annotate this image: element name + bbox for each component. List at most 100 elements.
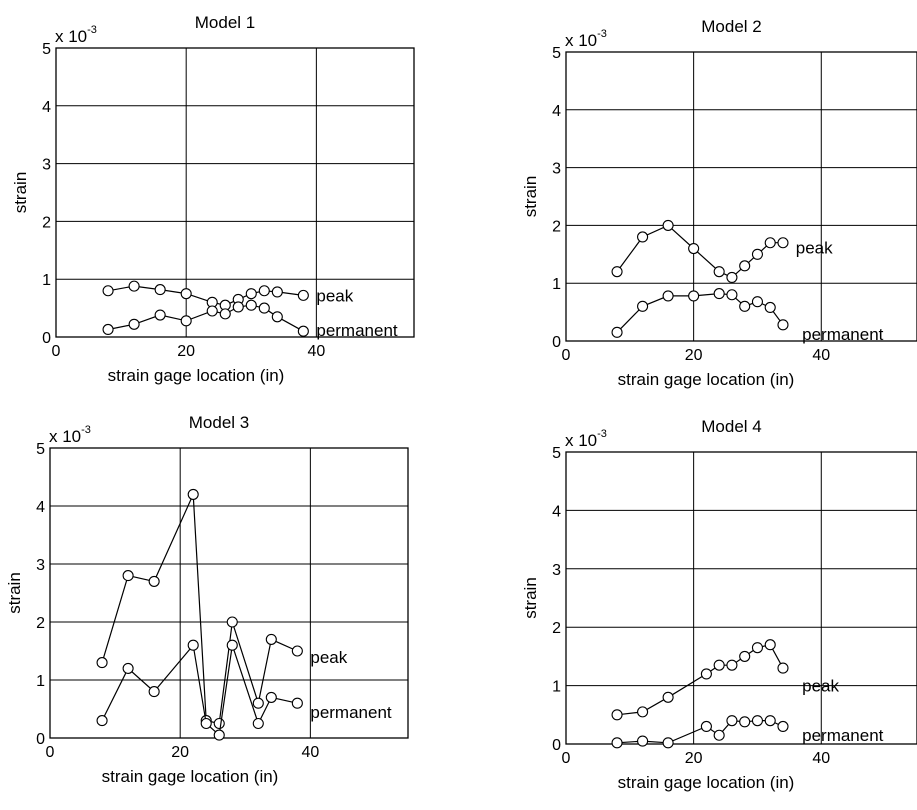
data-point-permanent xyxy=(777,720,789,733)
data-point-peak xyxy=(213,717,225,730)
y-multiplier: x 10-3 xyxy=(49,424,91,446)
y-tick-label: 0 xyxy=(42,330,51,347)
x-tick-label: 20 xyxy=(685,347,703,364)
data-point-permanent xyxy=(128,318,140,330)
data-point-permanent xyxy=(265,691,277,703)
y-tick-label: 5 xyxy=(552,45,561,62)
data-point-peak xyxy=(662,691,674,703)
x-axis-label: strain gage location (in) xyxy=(102,767,279,786)
y-tick-label: 2 xyxy=(36,615,45,632)
data-point-peak xyxy=(713,266,725,278)
plot-frame xyxy=(565,51,917,342)
y-tick-label: 3 xyxy=(552,562,561,579)
data-point-permanent xyxy=(297,325,309,337)
data-point-permanent xyxy=(739,716,751,728)
data-point-permanent xyxy=(258,302,270,314)
data-point-peak xyxy=(688,242,700,255)
data-point-peak xyxy=(154,284,166,296)
data-point-permanent xyxy=(200,717,212,730)
data-point-peak xyxy=(751,248,764,260)
data-point-permanent xyxy=(688,290,700,302)
x-tick-label: 20 xyxy=(171,744,189,761)
y-tick-label: 3 xyxy=(36,557,45,574)
x-axis-label: strain gage location (in) xyxy=(618,773,795,792)
data-point-permanent xyxy=(219,308,231,320)
data-point-permanent xyxy=(751,715,764,727)
x-tick-label: 40 xyxy=(812,750,830,767)
data-point-peak xyxy=(751,642,764,654)
chart-title: Model 4 xyxy=(701,417,761,436)
y-tick-label: 1 xyxy=(42,272,51,289)
y-tick-label: 4 xyxy=(42,99,51,116)
plot-frame xyxy=(49,447,409,739)
data-point-permanent xyxy=(148,686,160,698)
x-tick-label: 0 xyxy=(562,750,571,767)
data-point-peak xyxy=(102,285,114,297)
chart-title: Model 3 xyxy=(189,413,249,432)
series-label-peak: peak xyxy=(802,677,839,696)
y-multiplier-exponent: -3 xyxy=(597,28,607,40)
y-tick-label: 4 xyxy=(552,103,561,120)
series-line-permanent xyxy=(616,292,784,333)
data-point-peak xyxy=(128,280,140,292)
chart-title: Model 2 xyxy=(701,17,761,36)
chart-title: Model 1 xyxy=(195,13,255,32)
data-point-peak xyxy=(739,260,751,272)
data-point-peak xyxy=(764,639,776,651)
data-point-permanent xyxy=(245,299,257,311)
series-label-peak: peak xyxy=(310,648,347,667)
x-axis-label: strain gage location (in) xyxy=(618,370,795,389)
data-point-permanent xyxy=(271,311,283,323)
data-point-peak xyxy=(265,633,277,645)
data-point-permanent xyxy=(713,729,725,741)
y-tick-label: 1 xyxy=(552,679,561,696)
data-point-permanent xyxy=(226,639,238,651)
y-tick-label: 1 xyxy=(552,276,561,293)
data-point-permanent xyxy=(713,288,725,300)
y-axis-label: strain xyxy=(521,176,540,218)
chart-panel-1: 0 20 40 0 1 2 3 4 5x 10-3 Model 1 strain gage loca… xyxy=(11,13,415,385)
x-tick-label: 0 xyxy=(562,347,571,364)
data-point-permanent xyxy=(662,737,674,749)
y-tick-label: 2 xyxy=(552,218,561,235)
data-point-peak xyxy=(96,657,108,669)
data-point-permanent xyxy=(739,300,751,312)
x-tick-label: 0 xyxy=(46,744,55,761)
series-label-permanent: permanent xyxy=(802,325,884,344)
y-multiplier-base: x 10 xyxy=(565,31,597,50)
data-point-permanent xyxy=(213,729,225,741)
data-point-peak xyxy=(637,706,649,718)
data-point-permanent xyxy=(726,289,738,301)
data-point-permanent xyxy=(700,720,712,733)
y-multiplier-exponent: -3 xyxy=(87,24,97,36)
y-tick-label: 1 xyxy=(36,673,45,690)
data-point-permanent xyxy=(206,305,218,317)
data-point-peak xyxy=(637,231,649,243)
x-tick-label: 0 xyxy=(52,343,61,360)
data-point-peak xyxy=(764,237,776,249)
data-point-permanent xyxy=(96,715,108,727)
y-tick-label: 2 xyxy=(552,620,561,637)
x-tick-label: 40 xyxy=(307,343,325,360)
data-point-peak xyxy=(291,645,303,657)
y-multiplier-exponent: -3 xyxy=(597,428,607,440)
data-point-permanent xyxy=(122,662,134,674)
series-label-permanent: permanent xyxy=(316,321,398,340)
y-tick-label: 5 xyxy=(36,441,45,458)
series-label-peak: peak xyxy=(316,286,353,305)
data-point-permanent xyxy=(187,639,199,651)
series-line-permanent xyxy=(101,643,298,737)
data-point-peak xyxy=(611,709,623,721)
y-multiplier: x 10-3 xyxy=(55,24,97,46)
data-point-peak xyxy=(713,659,725,671)
data-point-permanent xyxy=(777,319,789,331)
x-tick-label: 40 xyxy=(301,744,319,761)
data-point-peak xyxy=(611,266,623,278)
x-tick-label: 20 xyxy=(685,750,703,767)
y-tick-label: 0 xyxy=(552,334,561,351)
data-point-permanent xyxy=(637,735,649,747)
y-multiplier-base: x 10 xyxy=(49,427,81,446)
series-label-peak: peak xyxy=(796,238,833,257)
plot-frame xyxy=(565,451,917,745)
